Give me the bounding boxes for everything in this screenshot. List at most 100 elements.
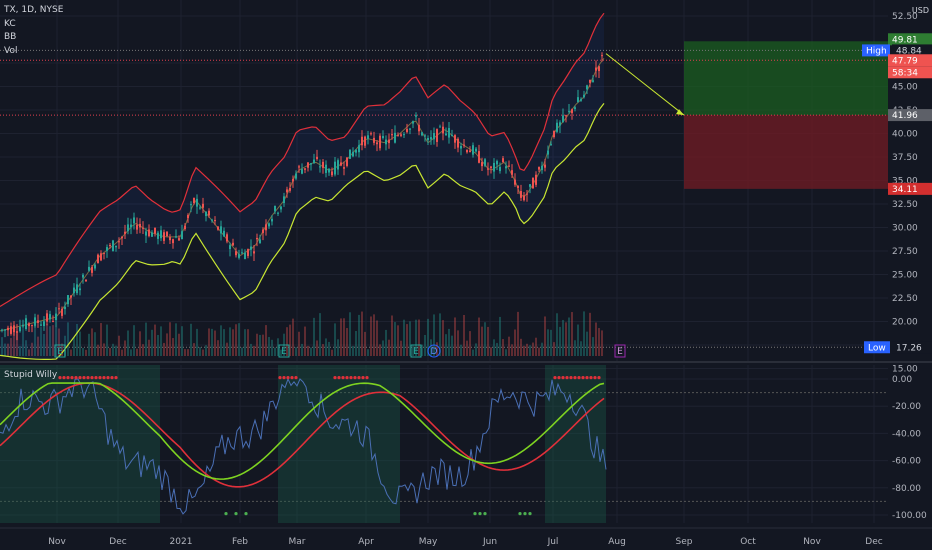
volume-bar — [244, 329, 246, 356]
candle-body — [79, 288, 81, 291]
volume-bar — [214, 330, 216, 356]
candle-body — [481, 162, 483, 167]
high-value-tag: 48.84 — [896, 46, 922, 56]
candle-body — [211, 219, 213, 221]
candle-body — [115, 245, 117, 248]
candle-body — [37, 320, 39, 323]
price-tick: 22.50 — [892, 294, 918, 304]
volume-bar — [409, 321, 411, 356]
candle-body — [538, 167, 540, 170]
candle-body — [289, 188, 291, 191]
target-zone — [684, 41, 888, 116]
volume-bar — [148, 339, 150, 356]
volume-bar — [586, 331, 588, 356]
event-label: D — [431, 347, 438, 357]
volume-bar — [157, 334, 159, 356]
indicator-bb[interactable]: BB — [4, 32, 17, 42]
candle-body — [112, 240, 114, 252]
time-tick: May — [419, 537, 438, 547]
osc-shade — [0, 365, 160, 523]
volume-bar — [253, 345, 255, 356]
candle-body — [277, 212, 279, 214]
candle-body — [418, 124, 420, 132]
candle-body — [382, 136, 384, 139]
overbought-dot — [341, 376, 345, 380]
candle-body — [229, 245, 231, 250]
volume-bar — [226, 342, 228, 356]
event-label: E — [617, 347, 623, 357]
volume-bar — [487, 326, 489, 356]
volume-bar — [484, 322, 486, 356]
volume-bar — [592, 337, 594, 356]
overbought-dot — [565, 376, 569, 380]
volume-bars — [1, 311, 603, 356]
volume-bar — [4, 343, 6, 356]
candle-body — [268, 223, 270, 227]
osc-tick: -100.00 — [892, 511, 927, 521]
volume-bar — [247, 329, 249, 356]
volume-bar — [496, 342, 498, 356]
volume-bar — [490, 347, 492, 356]
candle-body — [427, 138, 429, 141]
indicator-vol[interactable]: Vol — [4, 46, 18, 56]
candle-body — [109, 245, 111, 247]
oversold-dot — [473, 512, 477, 516]
candle-body — [499, 166, 501, 172]
overbought-dot — [353, 376, 357, 380]
candle-body — [379, 135, 381, 149]
oversold-dot — [528, 512, 532, 516]
volume-bar — [403, 319, 405, 356]
overbought-dot — [365, 376, 369, 380]
oscillator-title[interactable]: Stupid Willy — [4, 370, 58, 380]
candle-body — [550, 143, 552, 145]
indicator-kc[interactable]: KC — [4, 19, 16, 29]
price-tick: 25.00 — [892, 271, 918, 281]
volume-bar — [190, 323, 192, 356]
countdown-tag: 58:34 — [892, 68, 918, 78]
target-price-tag-bg — [888, 33, 932, 46]
volume-bar — [406, 324, 408, 356]
candle-body — [514, 179, 516, 185]
candlestick-series — [1, 52, 603, 341]
candle-body — [208, 210, 210, 216]
volume-bar — [109, 348, 111, 356]
osc-k-line — [0, 377, 607, 515]
candle-body — [394, 132, 396, 143]
time-tick: 2021 — [170, 537, 193, 547]
volume-bar — [166, 333, 168, 356]
candle-body — [478, 151, 480, 163]
overbought-dot — [98, 376, 102, 380]
volume-bar — [445, 334, 447, 356]
volume-bar — [292, 318, 294, 356]
volume-bar — [67, 322, 69, 356]
symbol-title[interactable]: TX, 1D, NYSE — [4, 5, 64, 15]
candle-body — [451, 134, 453, 136]
volume-bar — [565, 322, 567, 356]
volume-bar — [361, 311, 363, 356]
volume-bar — [121, 349, 123, 356]
event-label: E — [57, 347, 63, 357]
price-tick: 30.00 — [892, 224, 918, 234]
volume-bar — [133, 325, 135, 356]
candle-body — [532, 178, 534, 189]
volume-bar — [556, 313, 558, 356]
candle-body — [361, 136, 363, 146]
volume-bar — [1, 337, 3, 356]
candle-body — [271, 218, 273, 222]
volume-bar — [517, 311, 519, 356]
volume-bar — [184, 349, 186, 356]
time-tick: Feb — [232, 537, 248, 547]
time-tick: Nov — [48, 537, 66, 547]
volume-bar — [103, 343, 105, 356]
candle-body — [34, 317, 36, 326]
candle-body — [55, 313, 57, 321]
oversold-dot — [478, 512, 482, 516]
candle-body — [313, 159, 315, 164]
volume-bar — [343, 318, 345, 356]
overbought-dot — [90, 376, 94, 380]
volume-bar — [217, 340, 219, 356]
candle-body — [106, 247, 108, 251]
volume-bar — [172, 338, 174, 356]
oversold-dot — [523, 512, 527, 516]
